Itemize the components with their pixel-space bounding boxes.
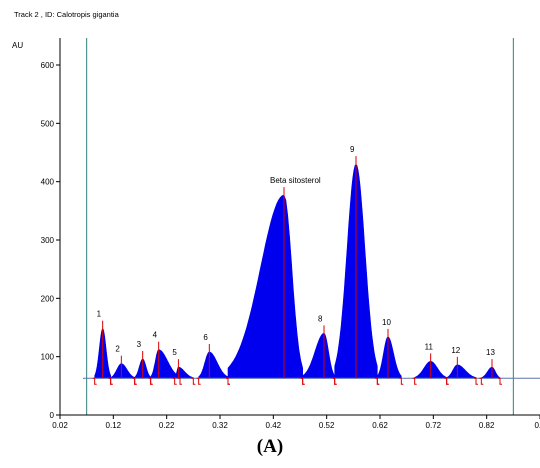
y-tick-label: 100	[41, 353, 55, 362]
peak-boundary-marker	[191, 377, 196, 385]
peak-boundary-marker	[92, 377, 97, 385]
peak-boundary-marker	[196, 377, 201, 385]
x-tick-label: 0.52	[319, 421, 335, 430]
panel-caption: (A)	[256, 436, 284, 457]
x-tick-label: 0.9	[534, 421, 540, 430]
peak-label: Beta sitosterol	[270, 176, 321, 185]
peak-area-8	[302, 333, 335, 379]
x-tick-label: 0.42	[266, 421, 282, 430]
x-tick-label: 0.02	[52, 421, 68, 430]
x-tick-label: 0.22	[159, 421, 175, 430]
peak-boundary-marker	[412, 377, 417, 385]
peak-label: 13	[486, 348, 495, 357]
peak-label: 1	[97, 310, 102, 319]
y-tick-label: 0	[50, 411, 55, 420]
track-title: Track 2 , ID: Calotropis gigantia	[14, 10, 120, 19]
peak-boundary-marker	[148, 377, 153, 385]
peak-boundary-marker	[399, 377, 404, 385]
peak-boundary-marker	[132, 377, 137, 385]
x-tick-label: 0.32	[212, 421, 228, 430]
x-tick-label: 0.72	[426, 421, 442, 430]
x-tick-label: 0.82	[479, 421, 495, 430]
peak-area-6	[198, 351, 229, 379]
peak-label: 6	[203, 333, 208, 342]
y-axis-label: AU	[12, 41, 23, 50]
peak-label: 11	[425, 342, 434, 351]
peak-area-5	[174, 366, 194, 379]
peak-area-2	[110, 363, 135, 379]
peak-label: 10	[382, 318, 391, 327]
peak-boundary-marker	[375, 377, 380, 385]
peak-boundary-marker	[332, 377, 337, 385]
peak-boundary-marker	[108, 377, 113, 385]
peak-boundary-marker	[479, 377, 484, 385]
peak-boundary-marker	[226, 377, 230, 385]
peak-area-7	[227, 194, 303, 379]
y-tick-label: 600	[41, 61, 55, 70]
peak-label: 5	[172, 348, 177, 357]
peak-area-13	[481, 366, 501, 379]
peak-label: 2	[115, 345, 120, 354]
peak-boundary-marker	[474, 377, 478, 385]
peak-label: 4	[153, 331, 158, 340]
peak-boundary-marker	[300, 377, 305, 385]
peak-label: 8	[318, 314, 323, 323]
peak-boundary-marker	[172, 377, 177, 385]
x-tick-label: 0.62	[372, 421, 388, 430]
peak-boundary-marker	[178, 377, 182, 385]
peak-label: 12	[451, 346, 460, 355]
peak-area-10	[377, 336, 402, 379]
peak-label: 9	[350, 145, 355, 154]
peak-boundary-marker	[498, 377, 502, 385]
peak-label: 3	[137, 340, 142, 349]
y-tick-label: 300	[41, 236, 55, 245]
y-tick-label: 400	[41, 178, 55, 187]
peak-area-12	[446, 364, 477, 379]
y-tick-label: 500	[41, 119, 55, 128]
y-tick-label: 200	[41, 294, 55, 303]
x-tick-label: 0.12	[106, 421, 122, 430]
peak-boundary-marker	[444, 377, 449, 385]
